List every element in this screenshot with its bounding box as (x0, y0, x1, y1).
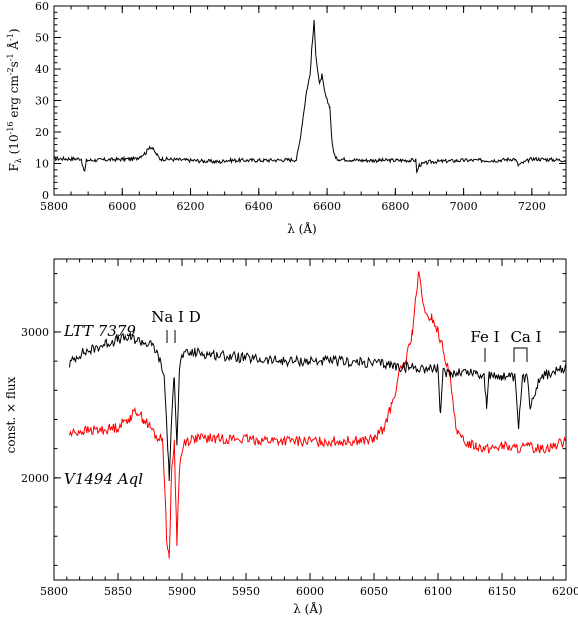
x-tick-label: 6150 (488, 585, 516, 598)
x-tick-label: 6000 (108, 200, 136, 213)
y-tick-label: 40 (35, 63, 49, 76)
x-tick-label: 6050 (360, 585, 388, 598)
x-tick-label: 5800 (40, 200, 68, 213)
top-panel-tick-labels: 5800 6000 6200 6400 6600 6800 7000 7200 0 10 20 30 4… (35, 0, 546, 213)
ltt-7379-spectrum-line (68, 330, 567, 482)
bottom-x-axis-label: λ (Å) (293, 601, 322, 616)
x-tick-label: 6600 (313, 200, 341, 213)
y-tick-label: 10 (35, 158, 49, 171)
ca-i-label: Ca I (510, 328, 541, 346)
y-tick-label: 2000 (21, 472, 49, 485)
y-tick-label: 50 (35, 32, 49, 45)
bottom-panel: 5800 5850 5900 5950 6000 6050 6100 6150 6200 2000… (4, 258, 578, 616)
bottom-panel-ticks (53, 259, 567, 580)
top-x-axis-label: λ (Å) (287, 221, 316, 236)
y-tick-label: 60 (35, 0, 49, 13)
x-tick-label: 6800 (381, 200, 409, 213)
fe-i-label: Fe I (470, 328, 499, 346)
bottom-y-axis-label: const. × flux (4, 376, 18, 453)
x-tick-label: 7000 (450, 200, 478, 213)
x-tick-label: 6200 (177, 200, 205, 213)
ca-i-bracket (513, 347, 528, 362)
v1494-aql-spectrum-line (68, 270, 567, 559)
bottom-panel-tick-labels: 5800 5850 5900 5950 6000 6050 6100 6150 6200 2000… (21, 326, 578, 598)
y-tick-label: 30 (35, 95, 49, 108)
top-spectrum-line (53, 19, 567, 174)
top-panel-frame (53, 5, 567, 196)
x-tick-label: 5850 (104, 585, 132, 598)
x-tick-label: 5900 (168, 585, 196, 598)
x-tick-label: 6000 (296, 585, 324, 598)
x-tick-label: 6400 (245, 200, 273, 213)
x-tick-label: 6200 (552, 585, 578, 598)
top-y-axis-label: Fλ (10-16 erg cm-2s-1 Å-1) (6, 28, 23, 171)
top-panel: 5800 6000 6200 6400 6600 6800 7000 7200 0 10 20 30 4… (6, 0, 567, 236)
x-tick-label: 6100 (424, 585, 452, 598)
y-tick-label: 3000 (21, 326, 49, 339)
na-i-d-label: Na I D (151, 308, 201, 326)
top-panel-ticks (53, 5, 567, 196)
bottom-panel-frame (53, 258, 567, 581)
y-tick-label: 0 (42, 189, 49, 202)
x-tick-label: 5950 (232, 585, 260, 598)
x-tick-label: 5800 (40, 585, 68, 598)
ltt-7379-label: LTT 7379 (63, 322, 136, 340)
v1494-aql-label: V1494 Aql (64, 470, 143, 488)
x-tick-label: 7200 (518, 200, 546, 213)
y-tick-label: 20 (35, 126, 49, 139)
